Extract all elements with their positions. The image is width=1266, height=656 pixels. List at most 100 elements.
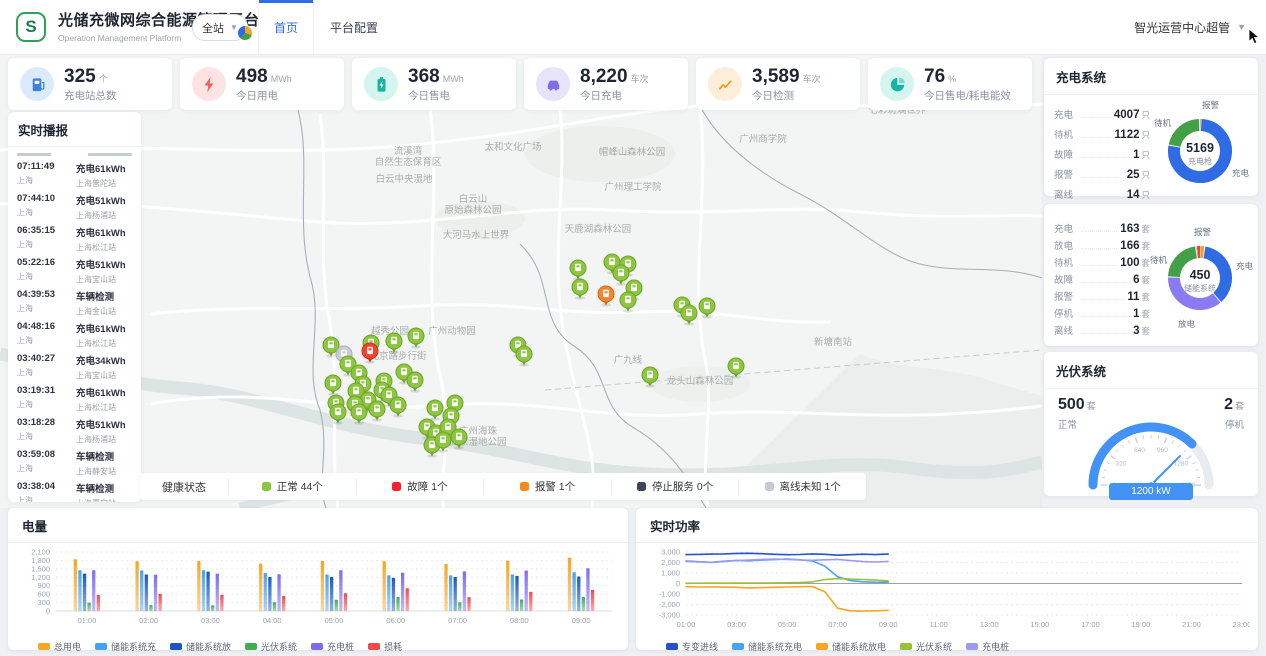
stat-row: 故障6套 [1054,269,1150,286]
svg-text:23:00: 23:00 [1233,620,1250,629]
svg-text:05:00: 05:00 [325,616,344,625]
bar-损耗-05:00 [344,593,347,611]
svg-text:新塘南站: 新塘南站 [814,336,853,348]
bar-损耗-03:00 [220,595,223,611]
legend-swatch [95,643,107,650]
legend-item-光伏系统[interactable]: 光伏系统 [900,640,952,653]
broadcast-event: 车辆检测 [76,289,132,303]
app-logo-icon: S [16,12,46,42]
svg-text:1,500: 1,500 [31,564,50,573]
health-legend-item: 故障 1个 [356,479,484,495]
svg-text:600: 600 [37,590,50,599]
stat-label: 待机 [1054,127,1078,141]
broadcast-time: 04:48:16 [17,321,55,332]
svg-text:3,000: 3,000 [661,548,680,557]
legend-label: 充电桩 [982,640,1009,653]
map-canvas[interactable]: 流溪湾自然生态保育区白云中央湿地太和文化广场帽峰山森林公园广州理工学院广州商学院… [0,54,1042,508]
bar-充电桩-04:00 [277,574,280,611]
svg-text:白云中央湿地: 白云中央湿地 [375,173,433,185]
legend-label: 光伏系统 [916,640,952,653]
svg-text:04:00: 04:00 [263,616,282,625]
trend-icon [708,67,742,101]
user-menu[interactable]: 智光运营中心超管 ▼ [1134,0,1246,54]
broadcast-city: 上海 [17,495,55,502]
legend-item-充电桩[interactable]: 充电桩 [966,640,1009,653]
legend-item-专变进线[interactable]: 专变进线 [666,640,718,653]
legend-item-储能系统充[interactable]: 储能系统充 [95,640,156,653]
battery-icon [364,67,398,101]
stat-unit: 套 [1141,240,1150,252]
kpi-unit: % [948,74,956,84]
broadcast-event: 充电51kWh [76,257,132,271]
broadcast-station: 上海金山站 [76,306,132,317]
stat-value: 14 [1127,189,1140,201]
svg-text:1,800: 1,800 [31,556,50,565]
legend-swatch [368,643,380,650]
legend-item-储能系统充电[interactable]: 储能系统充电 [732,640,802,653]
bar-充电桩-07:00 [463,571,466,611]
tab-platform-config[interactable]: 平台配置 [316,0,392,54]
user-name: 智光运营中心超管 [1134,19,1230,36]
status-dot [637,482,646,491]
legend-item-总用电[interactable]: 总用电 [38,640,81,653]
donut-callout-充电: 充电 [1232,167,1249,179]
broadcast-time: 07:11:49 [17,161,55,172]
broadcast-station: 上海杨浦站 [76,210,132,221]
svg-text:09:00: 09:00 [572,616,591,625]
broadcast-station: 上海宝山站 [76,370,132,381]
bar-光伏系统-01:00 [87,603,90,611]
legend-item-光伏系统[interactable]: 光伏系统 [245,640,297,653]
legend-label: 储能系统放电 [832,640,886,653]
legend-label: 储能系统放 [186,640,231,653]
svg-text:2,100: 2,100 [31,548,50,557]
tab-home[interactable]: 首页 [258,0,314,54]
legend-label: 专变进线 [682,640,718,653]
line-series-专变进线 [686,553,888,555]
kpi-label: 今日用电 [236,91,292,102]
svg-text:-1,000: -1,000 [659,590,680,599]
kpi-unit: MWh [443,74,464,84]
bar-充电桩-05:00 [339,570,342,611]
donut-callout-报警: 报警 [1202,99,1219,111]
legend-label: 总用电 [54,640,81,653]
kpi-label: 今日充电 [580,91,649,102]
legend-item-储能系统放[interactable]: 储能系统放 [170,640,231,653]
kpi-card-2: 498MWh今日用电 [180,58,344,110]
bar-储能系统放-06:00 [392,578,395,611]
svg-text:太和文化广场: 太和文化广场 [484,141,541,153]
broadcast-item: 03:40:27上海充电34kWh上海宝山站 [8,348,141,380]
bar-储能系统充-01:00 [78,570,81,611]
legend-label: 充电桩 [327,640,354,653]
app-header: S 光储充微网综合能源管理平台 Operation Management Pla… [0,0,1266,55]
broadcast-time: 03:40:27 [17,353,55,364]
power-chart-card: 实时功率 -3,000-2,000-1,00001,0002,0003,0000… [636,508,1258,650]
broadcast-station: 上海静安站 [76,466,132,477]
stat-label: 充电 [1054,107,1078,121]
broadcast-time: 03:18:28 [17,417,55,428]
kpi-card-5: 3,589车次今日检测 [696,58,860,110]
bar-储能系统充-04:00 [264,573,267,611]
bar-总用电-05:00 [321,561,324,611]
broadcast-item-clipped [8,147,141,156]
realtime-broadcast-panel: 实时播报 07:11:49上海充电61kWh上海普陀站07:44:10上海充电5… [8,112,141,502]
stat-row: 报警25只 [1054,161,1150,181]
legend-item-充电桩[interactable]: 充电桩 [311,640,354,653]
svg-text:07:00: 07:00 [448,616,467,625]
charging-system-donut: 5169充电枪报警待机充电 [1150,101,1250,201]
bar-储能系统充-05:00 [325,574,328,611]
svg-text:天鹿湖森林公园: 天鹿湖森林公园 [565,223,632,235]
legend-item-储能系统放电[interactable]: 储能系统放电 [816,640,886,653]
svg-text:02:00: 02:00 [139,616,158,625]
legend-item-损耗[interactable]: 损耗 [368,640,402,653]
kpi-label: 今日售电 [408,91,464,102]
storage-system-stats: 充电163套放电166套待机100套故障6套报警11套停机1套离线3套 [1054,218,1150,337]
bar-损耗-04:00 [282,596,285,611]
svg-text:广九线: 广九线 [614,354,643,366]
bar-储能系统充-06:00 [387,575,390,611]
station-icon [20,67,54,101]
bar-总用电-07:00 [444,564,447,611]
broadcast-time: 03:19:31 [17,385,55,396]
legend-label: 储能系统充 [111,640,156,653]
stat-unit: 只 [1141,189,1150,201]
storage-system-panel: 充电163套放电166套待机100套故障6套报警11套停机1套离线3套 450储… [1044,204,1258,346]
